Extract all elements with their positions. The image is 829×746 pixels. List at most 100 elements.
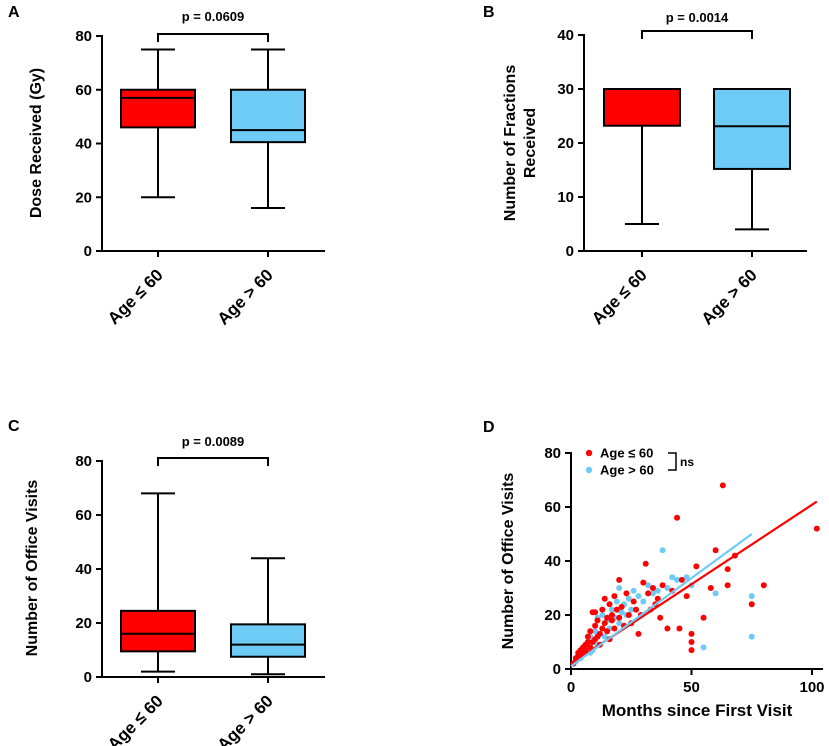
y-axis-label: Number of Office Visits [500, 473, 517, 650]
y-tick-label: 40 [75, 136, 92, 153]
box-iqr [603, 88, 681, 127]
scatter-point [599, 625, 606, 632]
panel-a: A 0 20 40 60 80 Dose Received (Gy) Age ≤ 60 Age … [8, 4, 325, 329]
legend-bracket [668, 452, 677, 471]
scatter-point [688, 639, 695, 645]
scatter-point [688, 647, 695, 654]
fit-line [570, 533, 753, 668]
scatter-point [642, 560, 649, 567]
x-tick-label: 50 [683, 679, 700, 696]
scatter-point [659, 547, 666, 554]
scatter-point [611, 593, 618, 600]
scatter-point [700, 614, 707, 621]
y-tick-label: 60 [75, 507, 92, 524]
x-category-label: Age ≤ 60 [104, 265, 167, 328]
scatter-point [616, 614, 623, 621]
panel-d: D 0 20 40 60 80 0 50 100 Number of Office Visits M… [483, 419, 825, 720]
y-tick-label: 20 [544, 607, 561, 624]
x-tick-label: 100 [799, 679, 824, 696]
scatter-point [618, 609, 625, 616]
p-value-label: p = 0.0089 [182, 434, 245, 449]
scatter-point [623, 590, 630, 597]
scatter-point [594, 617, 601, 624]
scatter-point [606, 601, 613, 608]
scatter-point [616, 620, 623, 627]
panel-letter: A [8, 4, 20, 21]
y-tick-label: 80 [75, 28, 92, 45]
box-age-le-60 [603, 88, 681, 225]
scatter-point [649, 585, 656, 591]
y-tick-label: 40 [544, 553, 561, 570]
scatter-point [601, 633, 608, 640]
scatter-point [700, 644, 707, 651]
scatter-point [719, 482, 726, 489]
scatter-point [654, 595, 661, 602]
scatter-point [628, 606, 635, 613]
scatter-point [611, 625, 618, 632]
x-axis-label: Months since First Visit [602, 701, 793, 720]
scatter-point [613, 598, 620, 605]
scatter-point [688, 630, 695, 637]
scatter-point [599, 606, 606, 613]
legend-ns-label: ns [680, 455, 694, 469]
scatter-point [674, 576, 681, 583]
scatter-point [635, 630, 642, 637]
scatter-point [616, 585, 623, 591]
scatter-point [659, 582, 666, 589]
y-tick-label: 20 [557, 135, 574, 152]
scatter-point [604, 628, 611, 635]
scatter-point [669, 574, 676, 581]
scatter-point [592, 609, 599, 616]
x-category-label: Age > 60 [214, 265, 277, 328]
significance-bracket [641, 30, 753, 39]
box-iqr [230, 623, 306, 658]
y-axis-label-line: Number of Fractions [502, 65, 519, 222]
x-category-label: Age ≤ 60 [588, 265, 651, 328]
scatter-point [596, 630, 603, 637]
y-tick-label: 20 [75, 615, 92, 632]
scatter-point [693, 563, 700, 570]
scatter-point [664, 625, 671, 632]
scatter-point [712, 547, 719, 554]
box-iqr [120, 609, 196, 653]
scatter-point [625, 612, 632, 618]
scatter-point [587, 628, 594, 635]
p-value-label: p = 0.0014 [666, 10, 729, 25]
scatter-point [625, 595, 632, 602]
scatter-point [640, 598, 647, 605]
y-tick-label: 0 [553, 661, 561, 678]
scatter-point [748, 633, 755, 640]
box-iqr [230, 88, 306, 144]
scatter-point [616, 576, 623, 583]
y-tick-label: 60 [75, 82, 92, 99]
panel-letter: D [483, 419, 495, 436]
scatter-point [748, 601, 755, 608]
scatter-point [674, 514, 681, 521]
x-category-label: Age > 60 [698, 265, 761, 328]
scatter-point [608, 612, 615, 618]
scatter-point [707, 585, 714, 591]
scatter-point [582, 647, 589, 654]
scatter-point [640, 579, 647, 586]
y-tick-label: 0 [84, 669, 92, 686]
scatter-point [599, 612, 606, 618]
scatter-point [649, 590, 656, 597]
y-tick-label: 60 [544, 499, 561, 516]
box-age-le-60 [120, 492, 196, 673]
scatter-point [584, 633, 591, 640]
scatter-point [712, 590, 719, 597]
scatter-point [683, 593, 690, 600]
scatter-point [760, 582, 767, 589]
significance-bracket [157, 33, 269, 42]
scatter-point [645, 582, 652, 589]
panel-b: B 0 10 20 30 40 Number of Fractions Received Age… [483, 4, 807, 329]
legend-label: Age > 60 [600, 463, 654, 478]
box-age-le-60 [120, 48, 196, 199]
legend-marker [585, 466, 593, 474]
scatter-point [592, 622, 599, 629]
scatter-point [724, 566, 731, 573]
scatter-point [613, 606, 620, 613]
scatter-point [813, 525, 820, 532]
scatter-point [748, 593, 755, 600]
scatter-point [584, 639, 591, 645]
